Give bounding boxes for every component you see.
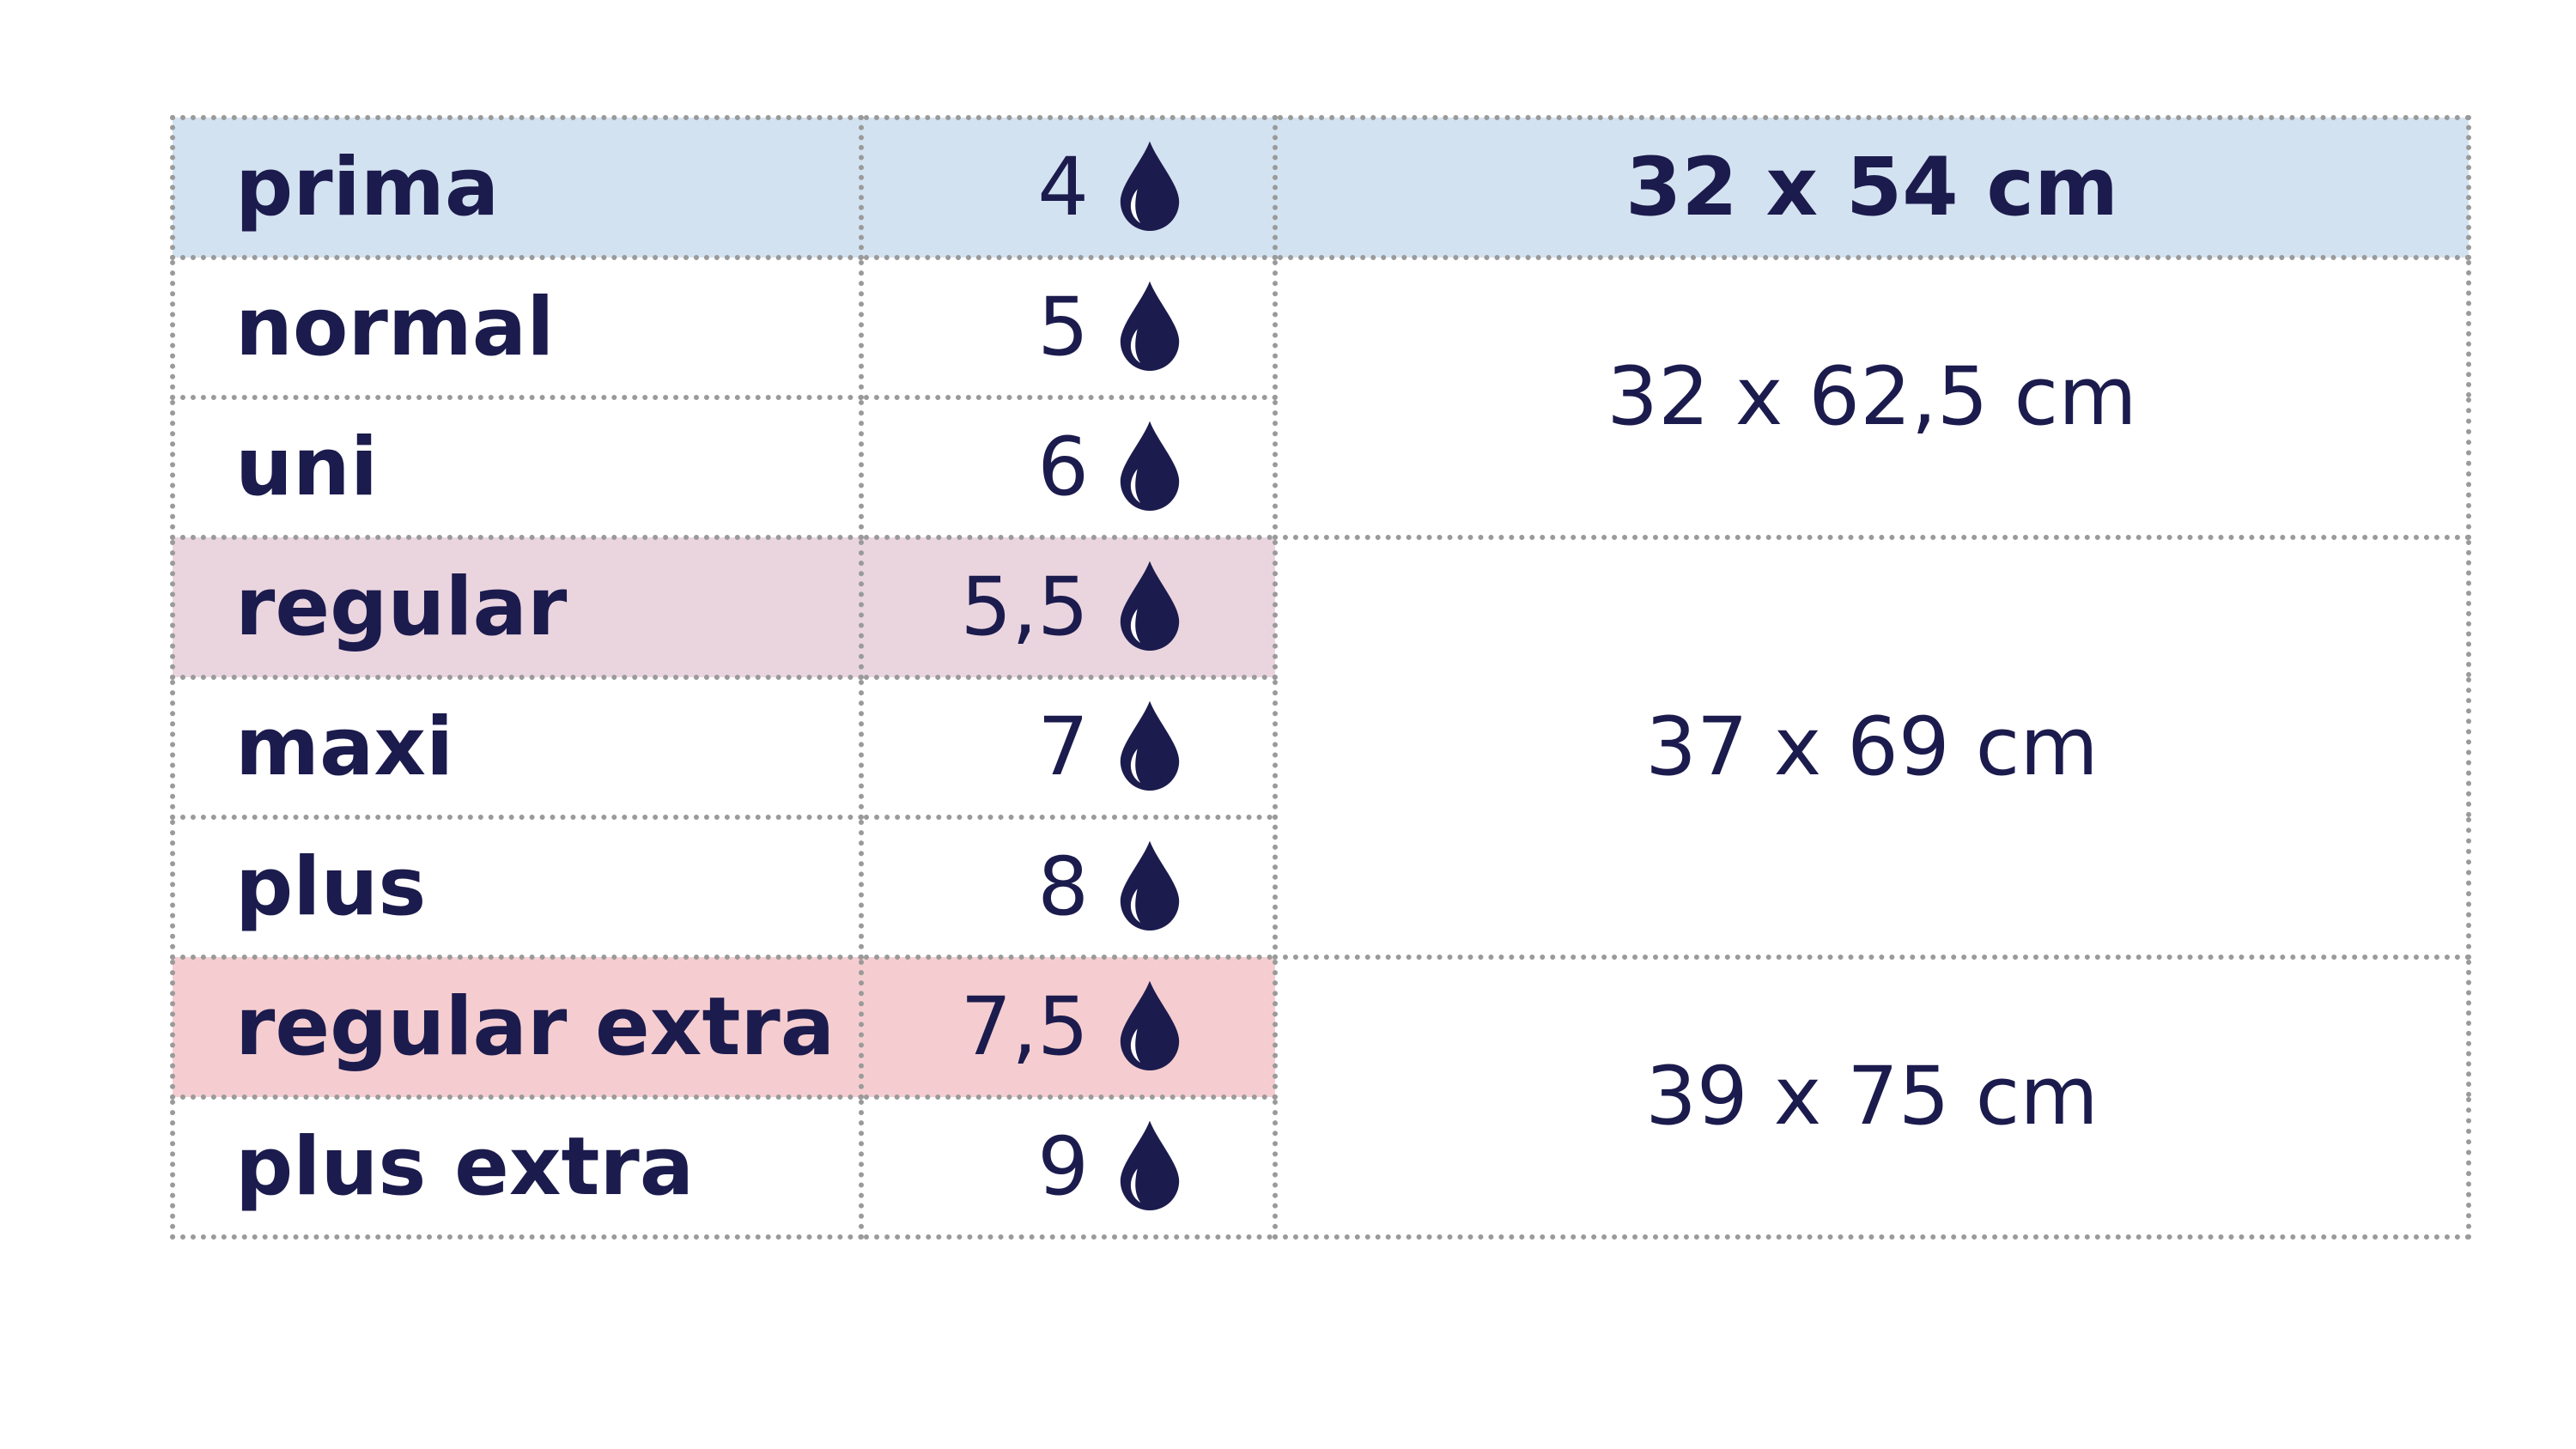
drop-icon xyxy=(1111,557,1188,652)
absorbency-value: 9 xyxy=(1037,1119,1089,1214)
drop-icon xyxy=(1111,417,1188,512)
drop-icon xyxy=(1111,977,1188,1071)
drop-icon xyxy=(1111,837,1188,931)
drop-icon xyxy=(1111,697,1188,791)
absorbency-value: 5,5 xyxy=(960,560,1090,654)
product-name: uni xyxy=(170,395,864,540)
product-name: regular extra xyxy=(170,955,864,1100)
product-name: plus xyxy=(170,815,864,960)
size-cell: 32 x 62,5 cm xyxy=(1273,255,2471,540)
absorbency-cell: 8 xyxy=(859,815,1278,960)
size-table-container: prima 4 32 x 54 cm normal 5 32 x 62,5 cm… xyxy=(170,115,2471,1240)
absorbency-value: 7 xyxy=(1037,700,1089,794)
absorbency-cell: 5 xyxy=(859,255,1278,400)
drop-icon xyxy=(1111,277,1188,372)
absorbency-cell: 6 xyxy=(859,395,1278,540)
table-row: maxi 7 xyxy=(170,675,2469,820)
absorbency-cell: 7 xyxy=(859,675,1278,820)
absorbency-cell: 7,5 xyxy=(859,955,1278,1100)
table-row: plus extra 9 xyxy=(170,1094,2469,1240)
absorbency-cell: 9 xyxy=(859,1094,1278,1240)
product-name: maxi xyxy=(170,675,864,820)
size-cell: 39 x 75 cm xyxy=(1273,955,2471,1240)
product-name: plus extra xyxy=(170,1094,864,1240)
table-row: prima 4 32 x 54 cm xyxy=(170,115,2471,260)
product-name: regular xyxy=(170,535,864,680)
table-row: regular extra 7,5 39 x 75 cm xyxy=(170,955,2471,1240)
size-cell: 37 x 69 cm xyxy=(1273,535,2471,960)
absorbency-cell: 5,5 xyxy=(859,535,1278,680)
table-row: normal 5 32 x 62,5 cm xyxy=(170,255,2471,540)
absorbency-value: 8 xyxy=(1037,840,1089,934)
table-row: plus 8 xyxy=(170,815,2469,960)
absorbency-value: 6 xyxy=(1037,420,1089,514)
product-name: normal xyxy=(170,255,864,400)
product-name: prima xyxy=(170,115,864,260)
size-table: prima 4 32 x 54 cm normal 5 32 x 62,5 cm… xyxy=(170,115,2471,1240)
absorbency-value: 7,5 xyxy=(960,979,1090,1074)
drop-icon xyxy=(1111,1117,1188,1211)
absorbency-value: 4 xyxy=(1037,140,1089,234)
drop-icon xyxy=(1111,137,1188,232)
table-row: uni 6 xyxy=(170,395,2469,540)
size-cell: 32 x 54 cm xyxy=(1273,115,2471,260)
absorbency-value: 5 xyxy=(1037,280,1089,374)
table-row: regular 5,5 37 x 69 cm xyxy=(170,535,2471,960)
absorbency-cell: 4 xyxy=(859,115,1278,260)
